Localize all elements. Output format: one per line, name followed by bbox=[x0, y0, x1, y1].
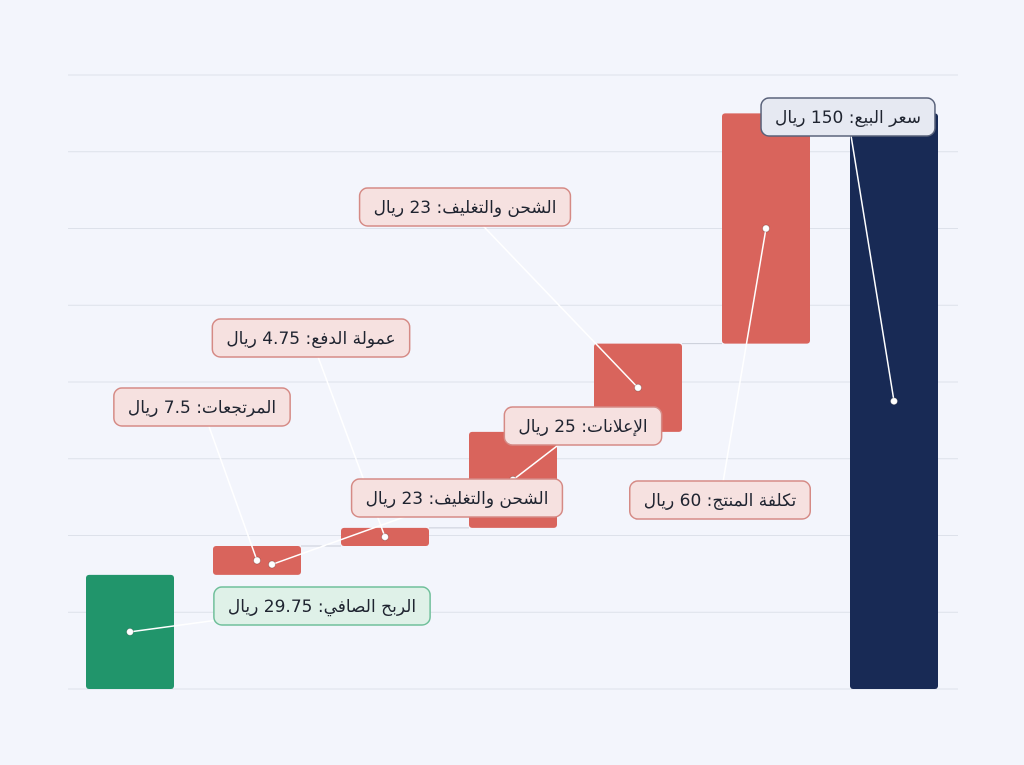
leader-dot bbox=[126, 627, 134, 636]
leader-dot bbox=[762, 224, 770, 233]
value-label: تكلفة المنتج: 60 ريال bbox=[644, 491, 797, 511]
value-label: الشحن والتغليف: 23 ريال bbox=[374, 198, 557, 218]
leader-line bbox=[719, 228, 767, 501]
label-box bbox=[113, 387, 291, 427]
label-box bbox=[629, 480, 811, 520]
label-box bbox=[213, 586, 431, 626]
label-box bbox=[760, 97, 936, 137]
value-label: الربح الصافي: 29.75 ريال bbox=[228, 597, 416, 617]
leader-dot bbox=[268, 560, 276, 569]
label-box bbox=[211, 318, 411, 358]
label-box bbox=[503, 406, 663, 446]
grid bbox=[68, 74, 958, 690]
value-label: المرتجعات: 7.5 ريال bbox=[128, 398, 276, 418]
label-box bbox=[358, 187, 572, 227]
leader-line bbox=[847, 116, 895, 402]
value-label: سعر البيع: 150 ريال bbox=[775, 108, 921, 128]
leader-line bbox=[201, 406, 258, 561]
value-label: عمولة الدفع: 4.75 ريال bbox=[226, 329, 395, 349]
labels: سعر البيع: 150 ريال تكلفة المنتج: 60 ريال… bbox=[113, 97, 936, 636]
leader-dot bbox=[381, 532, 389, 541]
leader-line bbox=[464, 206, 639, 389]
leader-dot bbox=[890, 397, 898, 406]
leader-dot bbox=[253, 556, 261, 565]
value-label: الإعلانات: 25 ريال bbox=[518, 417, 647, 437]
leader-dot bbox=[634, 383, 642, 392]
value-label: الشحن والتغليف: 23 ريال bbox=[366, 489, 549, 509]
label-box bbox=[350, 478, 564, 518]
